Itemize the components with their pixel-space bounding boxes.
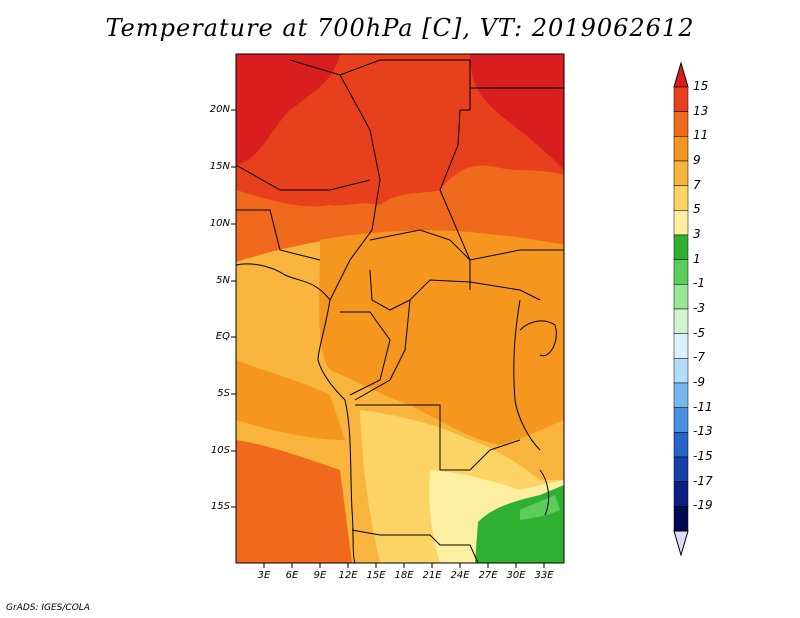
border-south <box>351 529 479 563</box>
colorbar-label: 5 <box>693 202 701 217</box>
colorbar-segment <box>673 259 689 285</box>
colorbar-segment <box>673 136 689 162</box>
border-west-1 <box>236 209 321 261</box>
colorbar-segment <box>673 234 689 260</box>
lon-label-18e: 18E <box>394 570 414 581</box>
colorbar-label: -11 <box>693 399 713 414</box>
map-frame <box>235 53 565 564</box>
lat-label-5s: 5S <box>217 388 230 399</box>
field-hot-east <box>470 54 564 170</box>
colorbar-segment <box>673 210 689 236</box>
border-congo <box>340 311 391 396</box>
page-title: Temperature at 700hPa [C], VT: 201906261… <box>105 14 695 42</box>
lon-label-27e: 27E <box>478 570 498 581</box>
colorbar-label: 1 <box>693 251 701 266</box>
border-lakes <box>513 299 541 451</box>
colorbar-label: -15 <box>693 449 713 463</box>
lat-label-5n: 5N <box>216 275 230 286</box>
colorbar-label: -9 <box>693 375 705 389</box>
colorbar-label: -3 <box>693 301 705 315</box>
lon-label-15e: 15E <box>366 570 386 581</box>
colorbar-label: 13 <box>693 103 709 118</box>
lat-ticks <box>231 109 236 508</box>
border-north-2 <box>329 74 381 301</box>
lon-label-3e: 3E <box>257 570 271 581</box>
border-north-3 <box>236 164 371 191</box>
colorbar-label: -1 <box>693 276 705 291</box>
field-band-9-11 <box>319 230 564 445</box>
lon-label-21e: 21E <box>422 570 442 581</box>
lon-label-6e: 6E <box>285 570 299 581</box>
colorbar-label: 15 <box>693 79 709 93</box>
colorbar-segment <box>673 185 689 211</box>
field-southwest <box>236 440 352 563</box>
lat-label-15s: 15S <box>210 501 230 512</box>
colorbar-segment <box>673 333 689 359</box>
colorbar-segment <box>673 382 689 408</box>
colorbar-segment <box>673 111 689 137</box>
colorbar-segment <box>673 86 689 112</box>
border-north-1 <box>289 59 471 290</box>
colorbar-segment <box>673 506 689 532</box>
lat-label-eq: EQ <box>215 331 230 342</box>
colorbar-segment <box>673 284 689 310</box>
border-congo-2 <box>354 299 411 401</box>
lat-label-20n: 20N <box>209 104 230 115</box>
lon-ticks <box>263 563 545 568</box>
border-angola <box>355 404 521 471</box>
colorbar-label: -7 <box>693 350 705 365</box>
colorbar-segment <box>673 308 689 334</box>
lon-label-9e: 9E <box>313 570 327 581</box>
lake-malawi <box>539 469 550 516</box>
colorbar-label: 3 <box>693 227 701 241</box>
colorbar-segment <box>673 432 689 458</box>
colorbar-segment <box>673 160 689 186</box>
colorbar-segment <box>673 358 689 384</box>
border-central-1 <box>369 229 564 261</box>
border-central-2 <box>369 269 541 311</box>
lake-victoria <box>519 320 557 357</box>
lon-label-12e: 12E <box>338 570 358 581</box>
credit-label: GrADS: IGES/COLA <box>6 603 90 613</box>
colorbar-arrow-top <box>673 61 689 88</box>
lon-label-30e: 30E <box>506 570 526 581</box>
map-borders <box>236 59 564 563</box>
colorbar-segment <box>673 407 689 433</box>
lat-label-15n: 15N <box>209 161 230 172</box>
field-coast-band <box>236 360 345 440</box>
lat-label-10n: 10N <box>209 218 230 229</box>
temperature-field <box>236 54 564 563</box>
colorbar <box>673 61 689 557</box>
field-hot-west <box>236 54 340 165</box>
lat-label-10s: 10S <box>210 445 230 456</box>
colorbar-label: -13 <box>693 424 713 439</box>
lon-label-24e: 24E <box>450 570 470 581</box>
colorbar-label: 7 <box>693 177 701 192</box>
colorbar-label: -5 <box>693 325 705 340</box>
colorbar-label: -19 <box>693 498 713 513</box>
lon-label-33e: 33E <box>534 570 554 581</box>
colorbar-arrow-bottom <box>673 530 689 557</box>
colorbar-segment <box>673 481 689 507</box>
colorbar-label: 11 <box>693 128 709 143</box>
field-band-cool-spot <box>520 495 560 520</box>
colorbar-label: 9 <box>693 153 701 167</box>
colorbar-label: -17 <box>693 473 713 488</box>
coastline-west <box>236 263 356 563</box>
colorbar-segment <box>673 456 689 482</box>
